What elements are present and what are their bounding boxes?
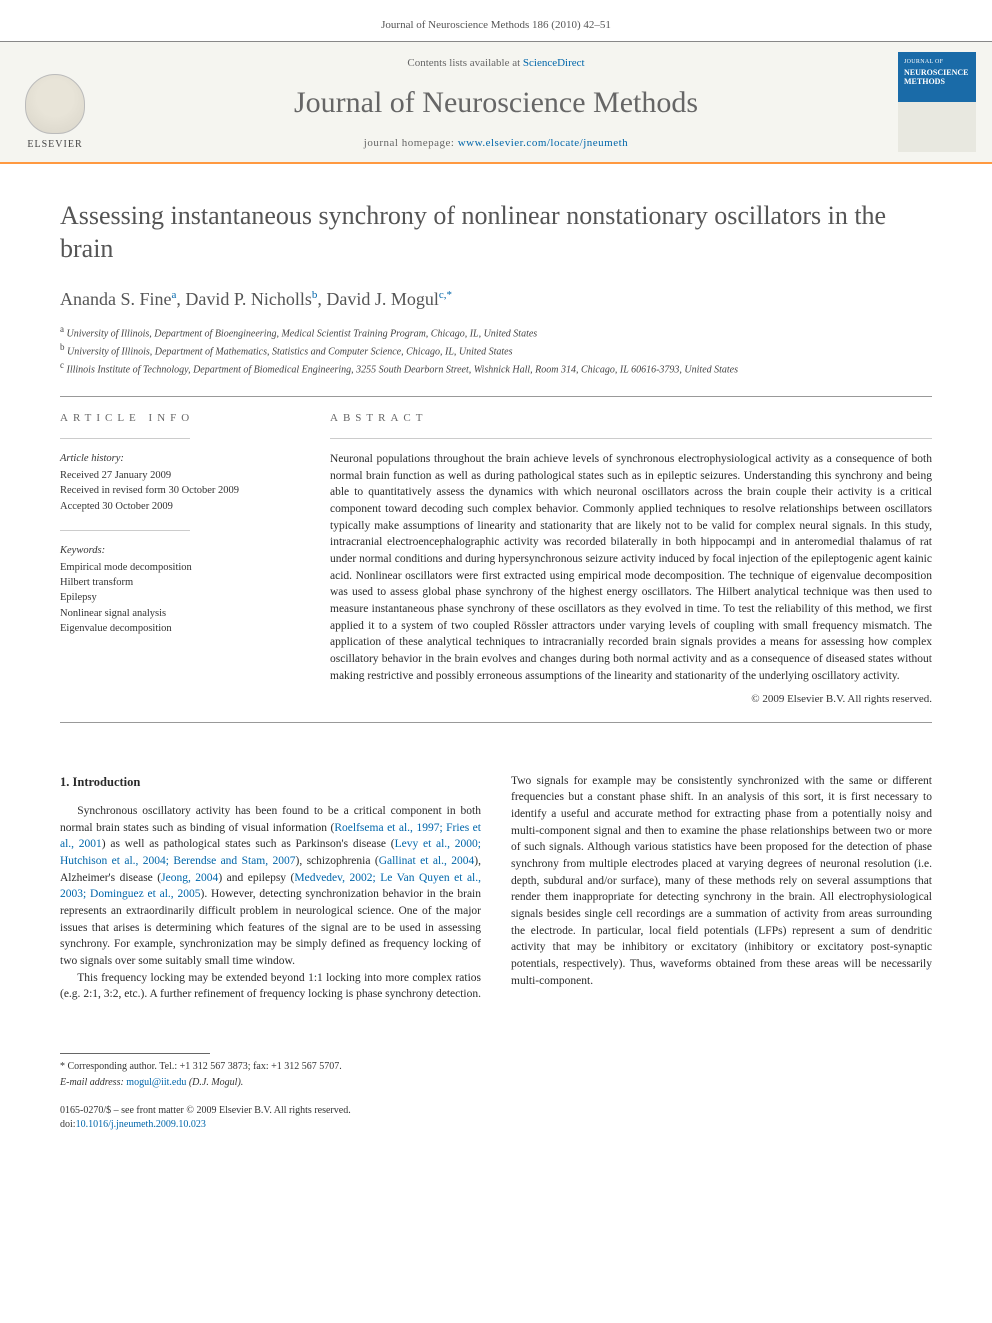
issn-line: 0165-0270/$ – see front matter © 2009 El… xyxy=(60,1104,932,1118)
info-abstract-row: ARTICLE INFO Article history: Received 2… xyxy=(60,397,932,708)
publisher-name: ELSEVIER xyxy=(27,138,82,152)
corresponding-author-note: * Corresponding author. Tel.: +1 312 567… xyxy=(60,1060,932,1074)
abstract-copyright: © 2009 Elsevier B.V. All rights reserved… xyxy=(330,692,932,707)
keyword-line: Epilepsy xyxy=(60,590,300,605)
affiliations-list: a University of Illinois, Department of … xyxy=(60,323,932,378)
footer-copyright: 0165-0270/$ – see front matter © 2009 El… xyxy=(60,1104,932,1132)
journal-title: Journal of Neuroscience Methods xyxy=(110,82,882,124)
journal-masthead: ELSEVIER Contents lists available at Sci… xyxy=(0,41,992,164)
corresponding-email-link[interactable]: mogul@iit.edu xyxy=(126,1077,186,1088)
journal-cover-thumbnail[interactable]: JOURNAL OF NEUROSCIENCE METHODS xyxy=(898,52,976,152)
sciencedirect-link[interactable]: ScienceDirect xyxy=(523,57,585,69)
keyword-line: Nonlinear signal analysis xyxy=(60,606,300,621)
info-rule xyxy=(60,530,190,531)
elsevier-tree-icon xyxy=(25,74,85,134)
article-content: Assessing instantaneous synchrony of non… xyxy=(0,164,992,1023)
email-line: E-mail address: mogul@iit.edu (D.J. Mogu… xyxy=(60,1076,932,1090)
cover-title-text: NEUROSCIENCE METHODS xyxy=(904,69,970,87)
journal-cover-area: JOURNAL OF NEUROSCIENCE METHODS xyxy=(882,42,992,162)
author-list: Ananda S. Finea, David P. Nichollsb, Dav… xyxy=(60,287,932,312)
journal-homepage-line: journal homepage: www.elsevier.com/locat… xyxy=(110,136,882,151)
publisher-logo-area: ELSEVIER xyxy=(0,42,110,162)
doi-link[interactable]: 10.1016/j.jneumeth.2009.10.023 xyxy=(76,1119,206,1130)
journal-homepage-link[interactable]: www.elsevier.com/locate/jneumeth xyxy=(458,137,628,149)
article-title: Assessing instantaneous synchrony of non… xyxy=(60,200,932,265)
doi-line: doi:10.1016/j.jneumeth.2009.10.023 xyxy=(60,1118,932,1132)
intro-paragraph-1: Synchronous oscillatory activity has bee… xyxy=(60,803,481,970)
article-info-column: ARTICLE INFO Article history: Received 2… xyxy=(60,411,300,708)
keyword-line: Eigenvalue decomposition xyxy=(60,621,300,636)
affiliation-line: c Illinois Institute of Technology, Depa… xyxy=(60,359,932,377)
footnote-rule xyxy=(60,1053,210,1054)
page-footer: * Corresponding author. Tel.: +1 312 567… xyxy=(0,1053,992,1152)
affiliation-line: b University of Illinois, Department of … xyxy=(60,341,932,359)
history-heading: Article history: xyxy=(60,451,300,466)
keyword-line: Empirical mode decomposition xyxy=(60,560,300,575)
keywords-block: Keywords: Empirical mode decompositionHi… xyxy=(60,543,300,636)
history-line: Received in revised form 30 October 2009 xyxy=(60,483,300,498)
citation-link[interactable]: Medvedev, 2002; Le Van Quyen et al., 200… xyxy=(60,872,481,901)
info-rule xyxy=(60,438,190,439)
cover-top-text: JOURNAL OF xyxy=(904,58,970,66)
article-history-block: Article history: Received 27 January 200… xyxy=(60,451,300,514)
affiliation-line: a University of Illinois, Department of … xyxy=(60,323,932,341)
citation-link[interactable]: Gallinat et al., 2004 xyxy=(379,855,475,867)
abstract-column: ABSTRACT Neuronal populations throughout… xyxy=(330,411,932,708)
keywords-heading: Keywords: xyxy=(60,543,300,558)
abstract-rule xyxy=(330,438,932,439)
abstract-label: ABSTRACT xyxy=(330,411,932,426)
masthead-center: Contents lists available at ScienceDirec… xyxy=(110,42,882,162)
section-divider xyxy=(60,722,932,723)
intro-heading: 1. Introduction xyxy=(60,773,481,791)
abstract-text: Neuronal populations throughout the brai… xyxy=(330,451,932,684)
introduction-section: 1. Introduction Synchronous oscillatory … xyxy=(60,773,932,1003)
citation-link[interactable]: Jeong, 2004 xyxy=(161,872,218,884)
citation-text: Journal of Neuroscience Methods 186 (201… xyxy=(381,19,611,31)
history-line: Received 27 January 2009 xyxy=(60,468,300,483)
running-header: Journal of Neuroscience Methods 186 (201… xyxy=(0,0,992,41)
history-line: Accepted 30 October 2009 xyxy=(60,499,300,514)
contents-available-line: Contents lists available at ScienceDirec… xyxy=(110,56,882,71)
article-info-label: ARTICLE INFO xyxy=(60,411,300,426)
keyword-line: Hilbert transform xyxy=(60,575,300,590)
cover-bottom-band xyxy=(898,102,976,152)
elsevier-logo[interactable]: ELSEVIER xyxy=(25,74,85,152)
